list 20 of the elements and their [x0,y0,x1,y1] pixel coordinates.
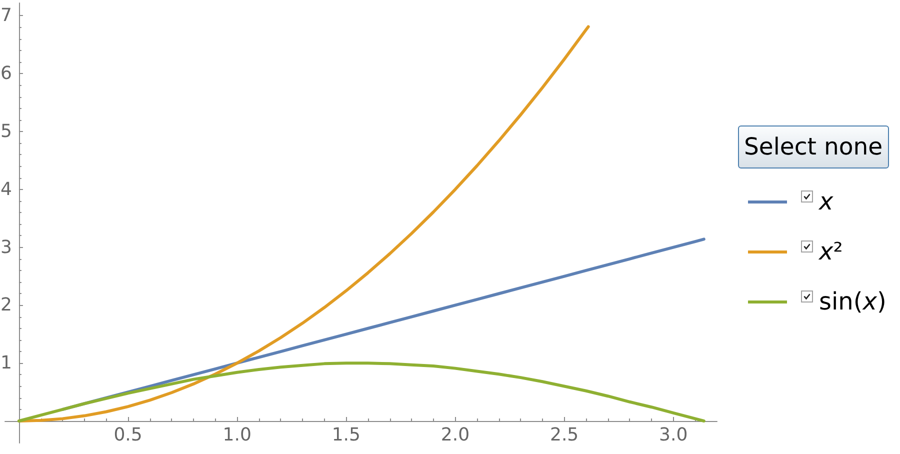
x-tick-label: 1.0 [222,424,252,446]
y-tick-label: 5 [0,121,12,142]
y-tick-label: 3 [0,236,12,258]
text: x [819,237,834,266]
x-tick-label: 0.5 [114,424,142,446]
y-tick-label: 4 [0,178,12,200]
text: x [819,187,834,216]
x-tick-label: 2.0 [440,424,470,446]
y-tick-label: 6 [0,63,12,84]
line-series [17,25,590,422]
text: ² [833,237,843,266]
select-button: Select none [738,126,889,168]
y-tick-label: 2 [0,294,12,316]
x-tick-label: 1.5 [332,424,360,446]
y-tick-label: 7 [0,5,12,26]
x-tick-label: 3.0 [659,424,688,446]
text: sin(x) [819,287,886,316]
x-tick-label: 2.5 [550,424,579,446]
y-tick-label: 1 [0,352,12,374]
line-series [17,362,706,422]
